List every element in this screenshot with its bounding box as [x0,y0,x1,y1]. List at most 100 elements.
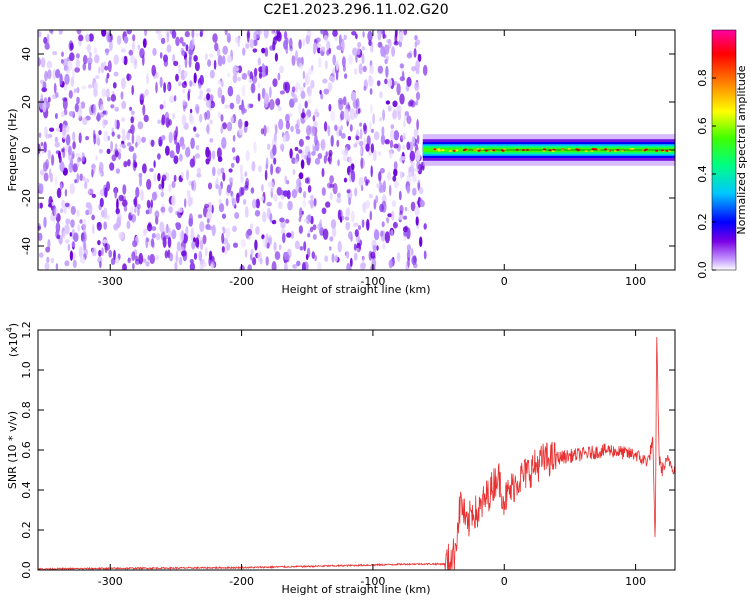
heatmap-noise-cell-1281 [415,91,421,101]
heatmap-noise-cell-1213 [71,240,76,248]
heatmap-noise-cell-178 [220,80,224,88]
heatmap-noise-cell-1328 [130,116,134,124]
heatmap-noise-cell-1195 [137,207,140,217]
heatmap-noise-cell-1467 [48,168,52,179]
heatmap-noise-cell-718 [38,143,41,155]
heatmap-noise-cell-969 [273,157,277,165]
heatmap-noise-cell-1491 [64,202,70,208]
heatmap-noise-cell-373 [166,31,170,43]
heatmap-noise-cell-436 [406,244,412,252]
heatmap-noise-cell-1353 [130,205,134,216]
heatmap-noise-cell-1293 [123,160,128,168]
heatmap-noise-cell-1387 [67,60,73,71]
heatmap-noise-cell-935 [159,104,164,110]
heatmap-noise-cell-38 [294,240,300,250]
heatmap-noise-cell-1473 [59,73,63,86]
heatmap-noise-cell-1385 [362,65,367,73]
heatmap-noise-cell-1410 [104,90,110,96]
heatmap-noise-cell-272 [60,208,64,214]
heatmap-noise-cell-738 [132,262,135,270]
heatmap-noise-cell-1083 [364,200,371,209]
heatmap-noise-cell-922 [259,257,263,265]
heatmap-noise-cell-1401 [302,70,306,80]
figure-title: C2E1.2023.296.11.02.G20 [263,2,448,18]
heatmap-noise-cell-1299 [353,243,357,251]
heatmap-noise-cell-1149 [341,215,345,221]
heatmap-noise-cell-1111 [376,80,381,87]
heatmap-noise-cell-820 [105,76,109,84]
heatmap-noise-cell-888 [306,124,312,136]
heatmap-noise-cell-1375 [181,171,184,179]
heatmap-noise-cell-926 [105,214,110,220]
heatmap-noise-cell-1475 [411,66,417,72]
heatmap-noise-cell-434 [218,185,222,197]
heatmap-noise-cell-1091 [82,117,88,126]
heatmap-noise-cell-1388 [62,230,67,239]
heatmap-noise-cell-607 [118,232,124,240]
heatmap-noise-cell-1411 [386,217,389,222]
heatmap-noise-cell-1116 [407,257,410,268]
heatmap-noise-cell-202 [154,210,160,219]
heatmap-noise-cell-703 [43,141,47,153]
heatmap-noise-cell-744 [240,173,244,184]
heatmap-noise-cell-265 [314,254,317,262]
heatmap-noise-cell-1498 [342,152,348,162]
heatmap-noise-cell-1271 [381,221,385,228]
heatmap-noise-cell-955 [208,250,213,261]
heatmap-noise-cell-1203 [38,232,43,241]
heatmap-noise-cell-23 [160,191,165,198]
heatmap-noise-cell-1022 [361,256,365,265]
heatmap-noise-cell-162 [355,140,360,145]
heatmap-noise-cell-1082 [326,49,330,56]
heatmap-noise-cell-726 [369,210,373,221]
heatmap-noise-cell-1432 [388,259,393,269]
heatmap-noise-cell-208 [53,214,56,225]
heatmap-noise-cell-1397 [343,108,349,121]
heatmap-noise-cell-411 [348,54,353,65]
heatmap-noise-cell-992 [70,205,76,215]
heatmap-noise-cell-1097 [274,52,278,62]
heatmap-noise-cell-1495 [42,101,47,113]
heatmap-noise-cell-482 [284,262,288,270]
heatmap-noise-cell-251 [404,111,410,117]
heatmap-noise-cell-445 [101,209,105,218]
heatmap-noise-cell-818 [362,205,367,214]
heatmap-noise-cell-1189 [159,76,163,88]
signal-peak-3 [441,149,445,152]
heatmap-noise-cell-489 [237,37,241,48]
heatmap-noise-cell-212 [217,111,221,119]
heatmap-noise-cell-392 [202,234,207,245]
heatmap-noise-cell-927 [54,176,58,186]
heatmap-noise-cell-854 [46,60,53,69]
heatmap-noise-cell-1131 [104,110,108,116]
heatmap-noise-cell-994 [274,251,281,261]
heatmap-noise-cell-1088 [175,73,179,82]
heatmap-noise-cell-487 [166,44,172,53]
heatmap-noise-cell-693 [363,124,368,135]
heatmap-noise-cell-717 [247,103,250,110]
heatmap-noise-cell-903 [303,241,307,252]
heatmap-noise-cell-549 [298,138,304,147]
heatmap-noise-cell-1477 [100,104,105,113]
heatmap-noise-cell-1227 [184,57,188,69]
heatmap-noise-cell-1420 [420,200,425,208]
heatmap-noise-cell-185 [222,122,227,130]
heatmap-noise-cell-1138 [44,70,48,82]
heatmap-noise-cell-1325 [230,162,235,168]
heatmap-noise-cell-1403 [402,144,405,150]
heatmap-noise-cell-523 [106,148,111,154]
heatmap-noise-cell-1334 [220,167,225,174]
heatmap-noise-cell-1261 [189,158,195,168]
heatmap-noise-cell-1482 [89,104,95,116]
signal-peak-50 [551,150,555,152]
heatmap-noise-cell-1061 [135,255,139,262]
heatmap-noise-cell-1045 [357,108,361,114]
heatmap-noise-cell-1161 [261,47,266,54]
heatmap-noise-cell-991 [246,31,250,43]
y-tick-label-1: -20 [20,189,33,207]
heatmap-noise-cell-1051 [314,157,321,165]
heatmap-noise-cell-962 [249,38,255,49]
heatmap-noise-cell-878 [171,195,176,207]
heatmap-noise-cell-433 [303,191,307,199]
heatmap-noise-cell-1117 [76,96,80,105]
